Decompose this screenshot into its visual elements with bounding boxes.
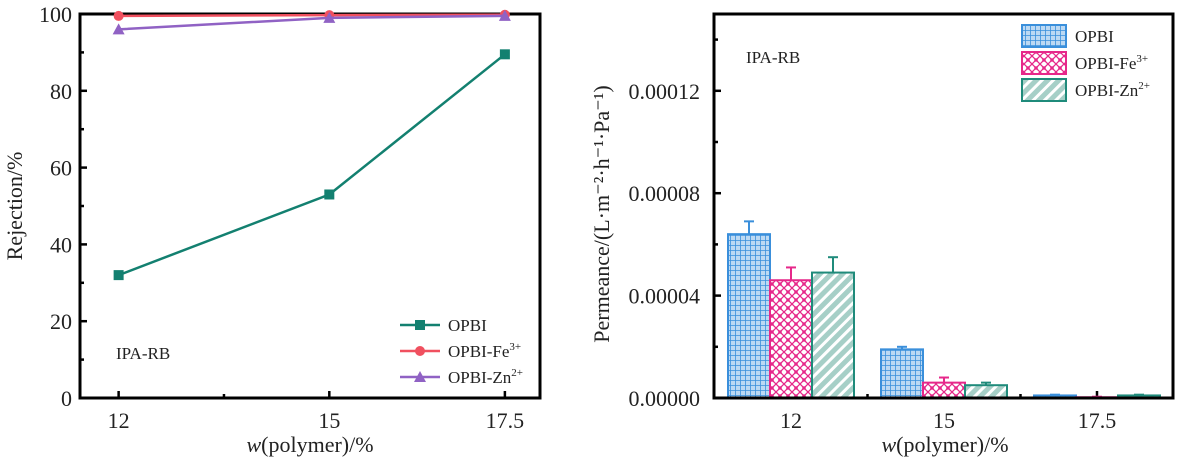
legend-label-zn: OPBI-Zn2+ — [448, 367, 523, 387]
data-point-zn — [498, 9, 511, 21]
left-x-axis-title: w(polymer)/% — [246, 432, 373, 457]
legend-label-bar_zn-sup: 2+ — [1138, 80, 1150, 92]
legend-label-bar_zn-name: OPBI-Zn — [1075, 81, 1139, 100]
legend-label-opbi: OPBI — [448, 316, 487, 335]
legend-label-bar_zn: OPBI-Zn2+ — [1075, 80, 1150, 100]
right-x-tick-label: 17.5 — [1078, 408, 1117, 433]
right-plot-frame — [712, 12, 1175, 400]
data-point-opbi — [324, 189, 335, 200]
right-x-axis-title-var: w — [881, 432, 896, 457]
right-y-tick-label: 0.00008 — [629, 181, 701, 206]
data-point-opbi — [499, 49, 510, 60]
legend-label-bar_fe-sup: 3+ — [1136, 53, 1148, 65]
right-y-tick-label: 0.00000 — [629, 386, 701, 411]
left-x-tick-label: 15 — [318, 408, 340, 433]
right-annotation: IPA-RB — [746, 48, 800, 67]
legend-label-fe-sup: 3+ — [509, 341, 521, 353]
left-annotation: IPA-RB — [116, 344, 170, 363]
left-y-tick-label: 40 — [50, 232, 72, 257]
left-x-axis-title-var: w — [246, 432, 261, 457]
left-x-tick-label: 12 — [108, 408, 130, 433]
bar-bar_fe — [922, 381, 966, 400]
legend-label-bar_fe-name: OPBI-Fe — [1075, 54, 1136, 73]
legend-marker-fe — [415, 346, 425, 356]
bar-bar_fe — [769, 279, 813, 399]
legend-label-zn-sup: 2+ — [511, 367, 523, 379]
legend-marker-opbi — [415, 320, 425, 330]
left-legend: OPBI OPBI-Fe3+ OPBI-Zn2+ — [400, 316, 523, 387]
legend-swatch-bar_zn — [1021, 78, 1067, 102]
bar-bar_opbi — [880, 348, 924, 399]
legend-swatch-bar_fe — [1021, 51, 1067, 75]
permeance-bar-chart: 0.00000 0.00004 0.00008 0.00012 12 15 17.5 IPA… — [589, 12, 1175, 457]
legend-label-bar_opbi-name: OPBI — [1075, 27, 1114, 46]
data-point-opbi — [113, 270, 124, 281]
left-plot-frame — [78, 12, 542, 400]
right-legend: OPBI OPBI-Fe3+ OPBI-Zn2+ — [1021, 24, 1150, 102]
right-x-tick-label: 12 — [780, 408, 802, 433]
legend-label-bar_fe: OPBI-Fe3+ — [1075, 53, 1148, 73]
right-x-tick-label: 15 — [933, 408, 955, 433]
legend-label-fe-name: OPBI-Fe — [448, 342, 509, 361]
right-y-axis-title: Permeance/(L·m⁻²·h⁻¹·Pa⁻¹) — [589, 85, 614, 342]
line-series-zn — [118, 14, 505, 31]
data-point-zn — [323, 11, 336, 23]
legend-label-bar_opbi: OPBI — [1075, 27, 1114, 46]
right-x-axis-title: w(polymer)/% — [881, 432, 1008, 457]
bar-bar_zn — [811, 271, 855, 399]
left-y-tick-label: 60 — [50, 156, 72, 181]
legend-swatch-bar_opbi — [1021, 24, 1067, 48]
legend-marker-zn — [414, 371, 426, 382]
legend-label-opbi-name: OPBI — [448, 316, 487, 335]
left-y-tick-label: 20 — [50, 309, 72, 334]
bar-bar_opbi — [727, 233, 771, 399]
data-point-zn — [112, 23, 125, 35]
right-x-axis-title-rest: (polymer)/% — [896, 432, 1008, 457]
data-point-fe — [113, 10, 124, 21]
right-y-tick-label: 0.00012 — [629, 79, 701, 104]
left-y-axis-title: Rejection/% — [2, 152, 27, 261]
left-x-tick-label: 17.5 — [486, 408, 525, 433]
legend-label-zn-name: OPBI-Zn — [448, 368, 512, 387]
left-x-axis-title-rest: (polymer)/% — [261, 432, 373, 457]
line-series-opbi — [118, 53, 506, 277]
left-y-tick-label: 0 — [61, 386, 72, 411]
left-y-tick-label: 100 — [39, 2, 72, 27]
right-y-tick-label: 0.00004 — [629, 284, 701, 309]
legend-label-fe: OPBI-Fe3+ — [448, 341, 521, 361]
left-y-tick-label: 80 — [50, 79, 72, 104]
bar-bar_zn — [964, 384, 1008, 400]
